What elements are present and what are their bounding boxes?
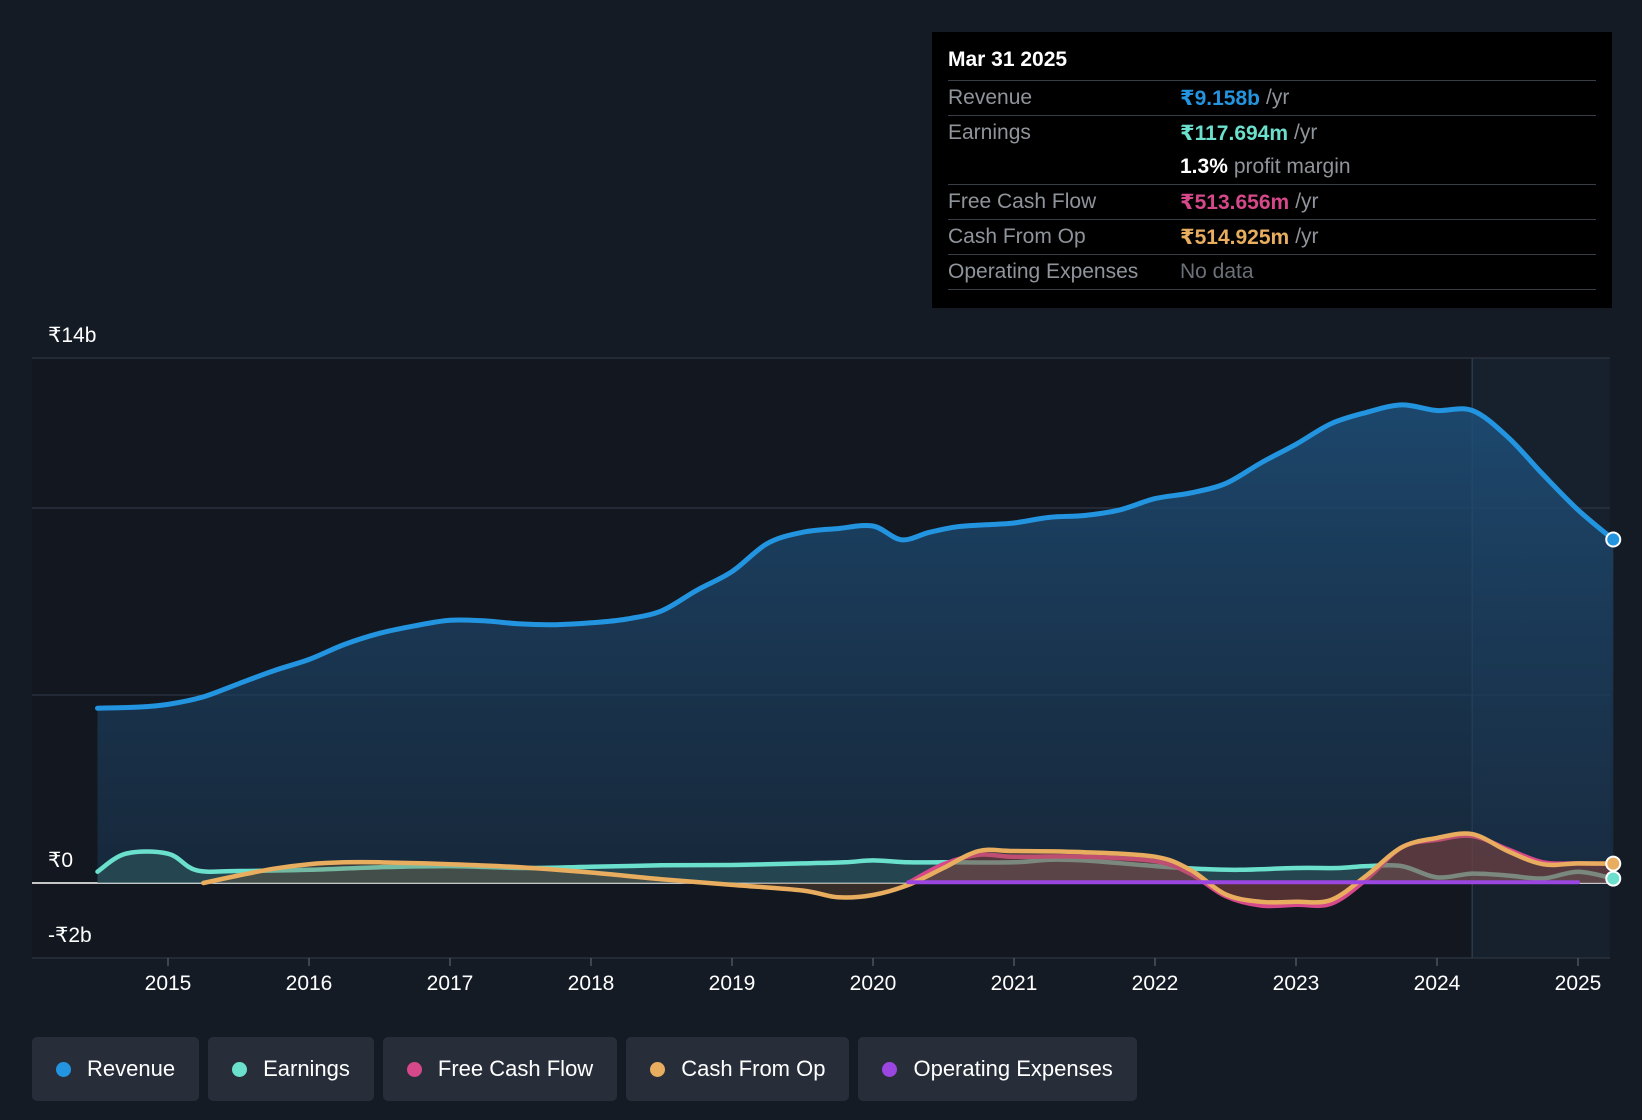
earnings-end-marker [1605, 870, 1622, 887]
tooltip-label: Cash From Op [948, 225, 1086, 248]
legend-label: Free Cash Flow [437, 1056, 594, 1081]
tooltip-label: Earnings [948, 121, 1031, 144]
legend-dot-icon [232, 1061, 248, 1077]
y-axis-label: -₹2b [48, 924, 92, 947]
x-axis-label: 2023 [1273, 972, 1320, 995]
cash-from-op-end-marker [1605, 855, 1622, 872]
tooltip-row-earnings: Earnings ₹117.694m /yr [948, 116, 1596, 150]
legend-item-earnings[interactable]: Earnings [208, 1037, 374, 1101]
legend-item-cash-from-op[interactable]: Cash From Op [626, 1037, 850, 1101]
legend-dot-icon [650, 1061, 666, 1077]
legend-dot-icon [56, 1061, 71, 1077]
tooltip-label: Revenue [948, 86, 1033, 109]
tooltip-unit: /yr [1295, 190, 1319, 213]
tooltip-row-profit-margin: 1.3% profit margin [948, 150, 1596, 185]
tooltip-value: ₹9.158b [1180, 86, 1260, 110]
tooltip-unit: /yr [1266, 86, 1290, 109]
x-axis-label: 2021 [991, 972, 1038, 995]
legend-label: Earnings [263, 1056, 350, 1081]
tooltip-value: ₹514.925m [1180, 225, 1290, 249]
x-axis-label: 2016 [286, 972, 333, 995]
legend-label: Revenue [87, 1056, 176, 1081]
revenue-line [95, 402, 1616, 711]
tooltip-row-free-cash-flow: Free Cash Flow ₹513.656m /yr [948, 185, 1596, 220]
tooltip-date: Mar 31 2025 [948, 46, 1596, 81]
x-axis-label: 2025 [1555, 972, 1602, 995]
y-axis-label: ₹14b [48, 324, 96, 347]
earnings-line [95, 849, 1616, 881]
legend-dot-icon [882, 1061, 898, 1077]
y-axis-label: ₹0 [48, 849, 73, 872]
legend-dot-icon [406, 1061, 422, 1077]
x-axis-label: 2015 [145, 972, 192, 995]
tooltip-unit: /yr [1295, 225, 1319, 248]
revenue-area [97, 404, 1614, 883]
tooltip-value: ₹117.694m [1180, 121, 1289, 145]
x-axis-label: 2017 [427, 972, 474, 995]
tooltip-value: ₹513.656m [1180, 190, 1290, 214]
tooltip-unit: /yr [1294, 121, 1318, 144]
tooltip-label: Operating Expenses [948, 260, 1139, 283]
x-axis-label: 2024 [1414, 972, 1461, 995]
legend-label: Operating Expenses [913, 1056, 1113, 1081]
tooltip-row-revenue: Revenue ₹9.158b /yr [948, 81, 1596, 116]
cash-from-op-line [201, 831, 1616, 905]
free-cash-flow-area [908, 835, 1614, 907]
tooltip-value: 1.3% [1180, 155, 1228, 178]
x-axis-label: 2018 [568, 972, 615, 995]
tooltip-unit: profit margin [1233, 155, 1351, 178]
tooltip-value: No data [1180, 260, 1254, 283]
x-axis-label: 2019 [709, 972, 756, 995]
legend-item-revenue[interactable]: Revenue [32, 1037, 200, 1101]
legend-item-free-cash-flow[interactable]: Free Cash Flow [382, 1037, 618, 1101]
legend: Revenue Earnings Free Cash Flow Cash Fro… [32, 1037, 1137, 1101]
x-axis-label: 2020 [850, 972, 897, 995]
tooltip-row-operating-expenses: Operating Expenses No data [948, 255, 1596, 290]
legend-item-operating-expenses[interactable]: Operating Expenses [858, 1037, 1137, 1101]
legend-label: Cash From Op [681, 1056, 826, 1081]
tooltip-label: Free Cash Flow [948, 190, 1097, 213]
revenue-end-marker [1605, 531, 1622, 548]
tooltip-row-cash-from-op: Cash From Op ₹514.925m /yr [948, 220, 1596, 255]
x-axis-label: 2022 [1132, 972, 1179, 995]
earnings-area [97, 851, 1614, 883]
cash-from-op-area [203, 833, 1614, 903]
tooltip-panel: Mar 31 2025 Revenue ₹9.158b /yr Earnings… [932, 32, 1612, 308]
